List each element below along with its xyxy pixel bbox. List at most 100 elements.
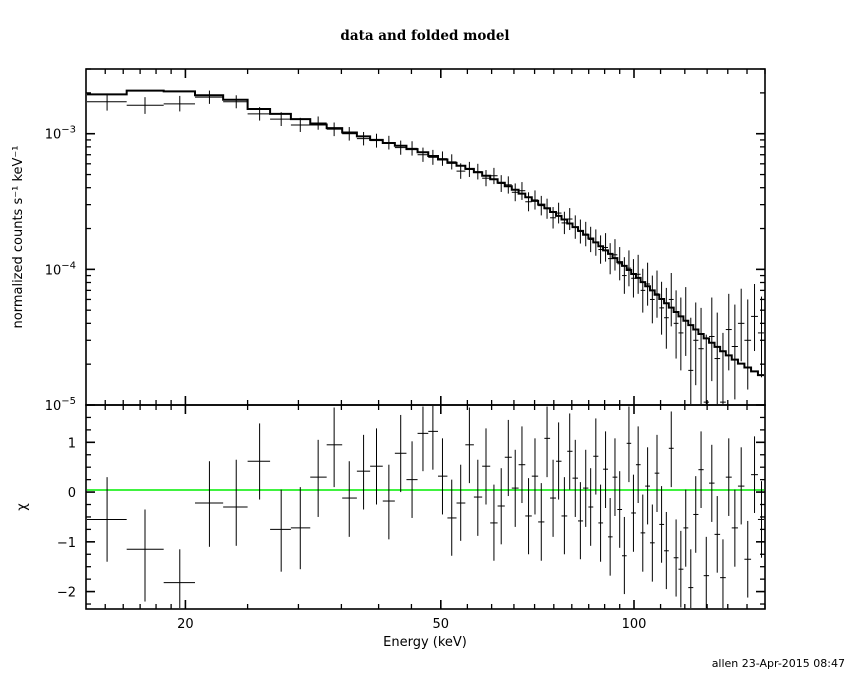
residual-point bbox=[531, 438, 539, 515]
data-point bbox=[757, 296, 764, 378]
residual-point bbox=[406, 441, 418, 518]
residual-point bbox=[163, 549, 196, 608]
data-point bbox=[583, 221, 589, 247]
residual-point bbox=[538, 483, 545, 561]
residual-point bbox=[703, 536, 710, 608]
data-point bbox=[126, 97, 164, 114]
data-point bbox=[394, 140, 407, 155]
residual-point bbox=[693, 476, 699, 553]
residual-point bbox=[223, 459, 248, 546]
residual-point bbox=[659, 486, 665, 563]
upper-panel-ticks bbox=[86, 68, 765, 406]
data-point bbox=[744, 299, 752, 390]
data-point bbox=[725, 293, 732, 371]
data-point bbox=[465, 161, 474, 177]
residual-point bbox=[720, 539, 726, 608]
residual-point bbox=[635, 426, 641, 504]
data-point bbox=[531, 190, 539, 210]
residual-point bbox=[356, 434, 371, 510]
data-point bbox=[326, 122, 343, 137]
residual-point bbox=[497, 468, 505, 545]
residual-point bbox=[668, 411, 674, 488]
residual-point bbox=[612, 438, 618, 516]
folded-model-curve bbox=[87, 89, 764, 379]
residual-point bbox=[473, 459, 483, 536]
data-point bbox=[504, 176, 512, 194]
residual-point bbox=[688, 549, 694, 608]
residual-point bbox=[709, 444, 715, 522]
x-tick-label: 20 bbox=[177, 617, 194, 632]
data-point bbox=[608, 243, 613, 275]
residual-point bbox=[447, 479, 457, 556]
data-point bbox=[417, 147, 429, 162]
residual-point bbox=[290, 487, 311, 570]
residual-point bbox=[370, 428, 383, 505]
data-point bbox=[598, 235, 604, 264]
data-point bbox=[698, 307, 704, 404]
residual-point bbox=[608, 498, 613, 576]
residual-point bbox=[751, 436, 758, 513]
data-point bbox=[195, 90, 224, 104]
data-point bbox=[572, 215, 579, 239]
data-point bbox=[406, 141, 418, 156]
residual-point bbox=[725, 438, 732, 516]
lower-panel-ticks bbox=[86, 404, 765, 605]
residual-point bbox=[649, 504, 655, 582]
residual-point bbox=[550, 459, 557, 537]
residual-point bbox=[247, 423, 271, 500]
residual-point bbox=[622, 516, 627, 595]
data-point bbox=[370, 133, 383, 148]
data-point bbox=[635, 254, 641, 294]
residual-point bbox=[87, 477, 127, 562]
residual-point bbox=[561, 477, 568, 555]
residual-point bbox=[626, 406, 632, 483]
data-point bbox=[511, 183, 519, 202]
residual-point bbox=[593, 418, 599, 495]
data-point bbox=[709, 297, 715, 382]
residual-error-bars bbox=[87, 406, 764, 608]
residual-point bbox=[525, 478, 532, 555]
residual-point bbox=[678, 530, 684, 608]
residual-point bbox=[382, 464, 395, 540]
data-point bbox=[310, 116, 327, 130]
residual-point bbox=[490, 484, 498, 561]
x-tick-label: 100 bbox=[622, 617, 647, 632]
data-point bbox=[578, 219, 584, 244]
data-point bbox=[428, 149, 439, 165]
residual-point bbox=[428, 406, 439, 470]
data-point bbox=[497, 175, 505, 192]
data-point bbox=[703, 334, 710, 404]
residual-point bbox=[654, 434, 660, 512]
data-point bbox=[640, 268, 646, 313]
data-point bbox=[693, 302, 699, 386]
residual-point bbox=[511, 449, 519, 527]
residual-point bbox=[482, 428, 491, 505]
data-point bbox=[626, 250, 632, 287]
data-point bbox=[673, 290, 679, 359]
residual-point bbox=[683, 489, 689, 567]
data-point bbox=[456, 163, 466, 179]
residual-point bbox=[544, 406, 551, 478]
residual-point bbox=[126, 509, 164, 602]
upper-y-tick-labels: 10−3 10−4 10−5 bbox=[45, 125, 76, 414]
residual-point bbox=[744, 520, 752, 598]
residual-point bbox=[556, 422, 562, 500]
data-point bbox=[223, 95, 248, 109]
lower-y-axis-label: χ bbox=[15, 503, 30, 511]
residual-point bbox=[342, 461, 357, 537]
data-point bbox=[622, 257, 627, 294]
data-error-bars bbox=[87, 90, 764, 404]
data-point bbox=[668, 273, 674, 327]
x-tick-label: 50 bbox=[433, 617, 450, 632]
y-tick-label: 10−3 bbox=[45, 125, 76, 143]
residual-point bbox=[588, 468, 594, 546]
data-point bbox=[525, 192, 532, 212]
residual-point bbox=[583, 449, 589, 527]
data-point bbox=[649, 275, 655, 324]
data-point bbox=[688, 317, 694, 404]
residual-point bbox=[417, 406, 429, 472]
residual-point bbox=[394, 414, 407, 493]
residual-point bbox=[270, 489, 291, 572]
data-point bbox=[270, 112, 291, 126]
